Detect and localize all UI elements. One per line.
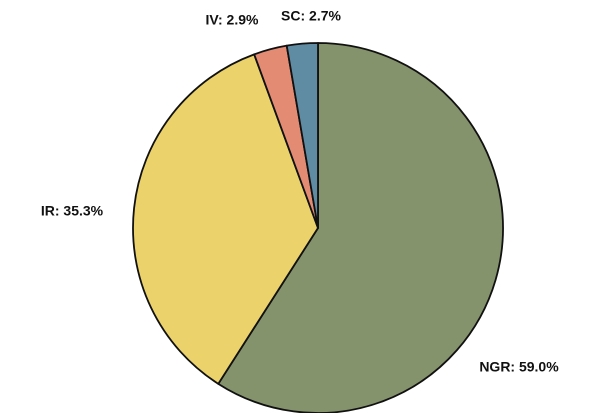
slice-label: IR: 35.3% — [41, 203, 104, 219]
slice-label: SC: 2.7% — [281, 8, 341, 24]
pie-slice — [285, 42, 319, 229]
slice-label: IV: 2.9% — [206, 12, 259, 28]
pie-slice — [132, 53, 319, 385]
slice-label: NGR: 59.0% — [479, 359, 559, 375]
